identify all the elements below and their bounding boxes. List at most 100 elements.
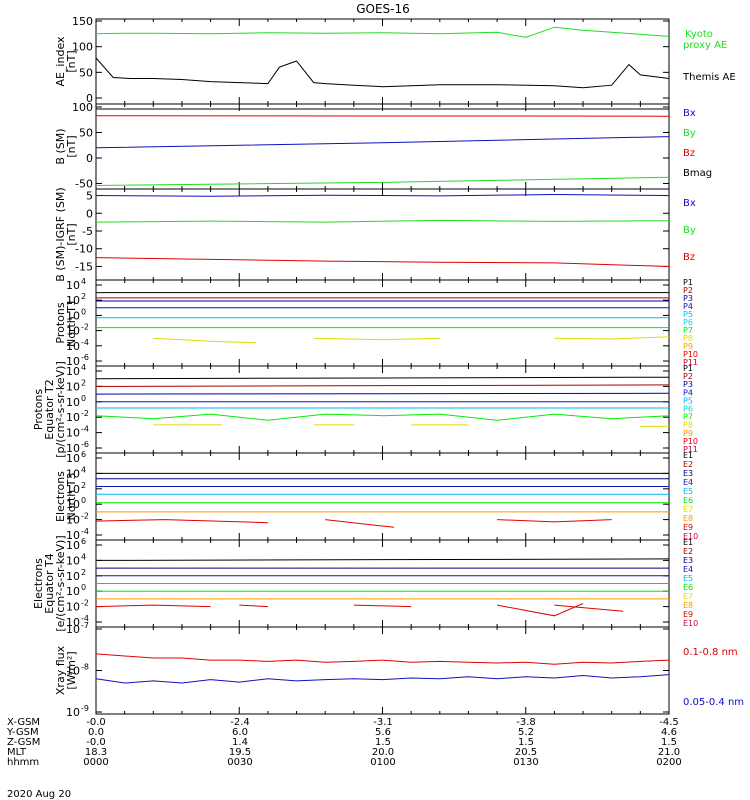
legend-entry: 0.1-0.8 nm bbox=[683, 647, 738, 658]
y-tick-exponent: 0 bbox=[81, 583, 86, 592]
series-e9 bbox=[95, 604, 211, 608]
y-tick-exponent: -2 bbox=[81, 409, 89, 418]
legend-entry: Bx bbox=[683, 198, 696, 209]
series-p8b bbox=[313, 337, 440, 341]
legend-entry: P2 bbox=[683, 286, 693, 295]
legend-entry: P11 bbox=[683, 358, 698, 367]
y-tick-exponent: 0 bbox=[81, 307, 86, 316]
ephemeris-value: 0030 bbox=[227, 757, 252, 768]
y-tick-label: 100 bbox=[72, 41, 93, 54]
y-tick-exponent: 2 bbox=[81, 568, 86, 577]
legend-entry: P1 bbox=[683, 278, 693, 287]
ephemeris-row-label: Z-GSM bbox=[7, 737, 40, 748]
y-tick-label: 10 bbox=[66, 355, 80, 368]
y-tick-label: 10 bbox=[66, 514, 80, 527]
y-tick-label: 0 bbox=[86, 152, 93, 165]
series-bx bbox=[95, 136, 670, 149]
legend-entry: By bbox=[683, 128, 696, 139]
series-e9b bbox=[239, 604, 268, 608]
y-tick-label: 10 bbox=[66, 427, 80, 440]
ephemeris-value: 0000 bbox=[83, 757, 108, 768]
series-e9e bbox=[554, 604, 624, 612]
y-tick-label: 10 bbox=[66, 380, 80, 393]
legend-entry: E3 bbox=[683, 469, 693, 478]
y-tick-exponent: 2 bbox=[81, 481, 86, 490]
legend-entry: Bmag bbox=[683, 168, 712, 179]
y-tick-label: 10 bbox=[66, 279, 80, 292]
y-tick-label: 10 bbox=[66, 365, 80, 378]
legend-entry: E10 bbox=[683, 532, 698, 541]
legend-entry: P4 bbox=[683, 302, 693, 311]
legend-entry: E1 bbox=[683, 451, 693, 460]
y-tick-exponent: -9 bbox=[81, 704, 89, 713]
y-tick-label: 10 bbox=[66, 483, 80, 496]
y-tick-exponent: -4 bbox=[81, 527, 89, 536]
y-tick-exponent: 4 bbox=[81, 363, 86, 372]
ephemeris-value: 21.0 bbox=[658, 747, 680, 758]
legend-entry: E4 bbox=[683, 478, 693, 487]
y-tick-exponent: -4 bbox=[81, 338, 89, 347]
legend-entry: P2 bbox=[683, 372, 693, 381]
legend-entry: E6 bbox=[683, 496, 693, 505]
y-tick-label: 10 bbox=[66, 601, 80, 614]
y-axis-label: [p/(cm²-s-sr-keV)] bbox=[54, 361, 67, 458]
y-tick-label: -15 bbox=[75, 260, 93, 273]
legend-entry: E10 bbox=[683, 619, 698, 628]
ephemeris-value: 5.6 bbox=[375, 727, 391, 738]
y-tick-exponent: -8 bbox=[81, 663, 89, 672]
legend-entry: 0.05-0.4 nm bbox=[683, 697, 744, 708]
legend-entry: P11 bbox=[683, 445, 698, 454]
legend-entry: E1 bbox=[683, 538, 693, 547]
y-tick-label: 10 bbox=[66, 616, 80, 629]
y-tick-label: 10 bbox=[66, 325, 80, 338]
y-axis-label: Protons bbox=[54, 302, 67, 343]
ephemeris-value: 0100 bbox=[370, 757, 395, 768]
y-tick-exponent: 6 bbox=[81, 537, 86, 546]
series-e9c bbox=[353, 604, 412, 608]
y-tick-label: -50 bbox=[75, 177, 93, 190]
ephemeris-value: 18.3 bbox=[85, 747, 107, 758]
y-tick-label: 10 bbox=[66, 309, 80, 322]
legend-entry: P6 bbox=[683, 405, 693, 414]
y-axis-label: [nT] bbox=[65, 223, 78, 245]
y-tick-label: 5 bbox=[86, 190, 93, 203]
legend-entry: P3 bbox=[683, 294, 693, 303]
y-tick-label: 10 bbox=[66, 623, 80, 636]
series-p1 bbox=[95, 376, 670, 380]
y-axis-label: North T1 bbox=[65, 299, 78, 347]
y-tick-label: 10 bbox=[66, 665, 80, 678]
legend-entry: Bz bbox=[683, 252, 695, 263]
y-tick-label: 10 bbox=[66, 294, 80, 307]
series-by bbox=[95, 219, 670, 223]
y-tick-exponent: 4 bbox=[81, 277, 86, 286]
series-p8 bbox=[153, 337, 257, 344]
ephemeris-value: -2.4 bbox=[230, 717, 250, 728]
legend-entry: E5 bbox=[683, 487, 693, 496]
y-tick-label: 150 bbox=[72, 15, 93, 28]
y-tick-label: 10 bbox=[66, 442, 80, 455]
ephemeris-value: 1.5 bbox=[661, 737, 677, 748]
y-tick-exponent: 4 bbox=[81, 465, 86, 474]
legend-entry: E9 bbox=[683, 610, 693, 619]
y-tick-exponent: -2 bbox=[81, 323, 89, 332]
y-axis-label: Protons bbox=[32, 389, 45, 430]
ephemeris-row-label: X-GSM bbox=[7, 717, 40, 728]
series-e9d bbox=[497, 603, 584, 617]
y-tick-label: 10 bbox=[66, 498, 80, 511]
ephemeris-value: 19.5 bbox=[229, 747, 251, 758]
y-tick-exponent: 2 bbox=[81, 292, 86, 301]
legend-entry: Bx bbox=[683, 108, 696, 119]
legend-entry: P5 bbox=[683, 396, 693, 405]
ephemeris-value: 0130 bbox=[513, 757, 538, 768]
ephemeris-value: -3.1 bbox=[373, 717, 393, 728]
legend-entry: E7 bbox=[683, 592, 693, 601]
series-bz bbox=[95, 257, 670, 267]
ephemeris-value: 1.5 bbox=[375, 737, 391, 748]
legend-entry: E8 bbox=[683, 601, 693, 610]
legend-entry: E5 bbox=[683, 574, 693, 583]
y-tick-label: 10 bbox=[66, 411, 80, 424]
